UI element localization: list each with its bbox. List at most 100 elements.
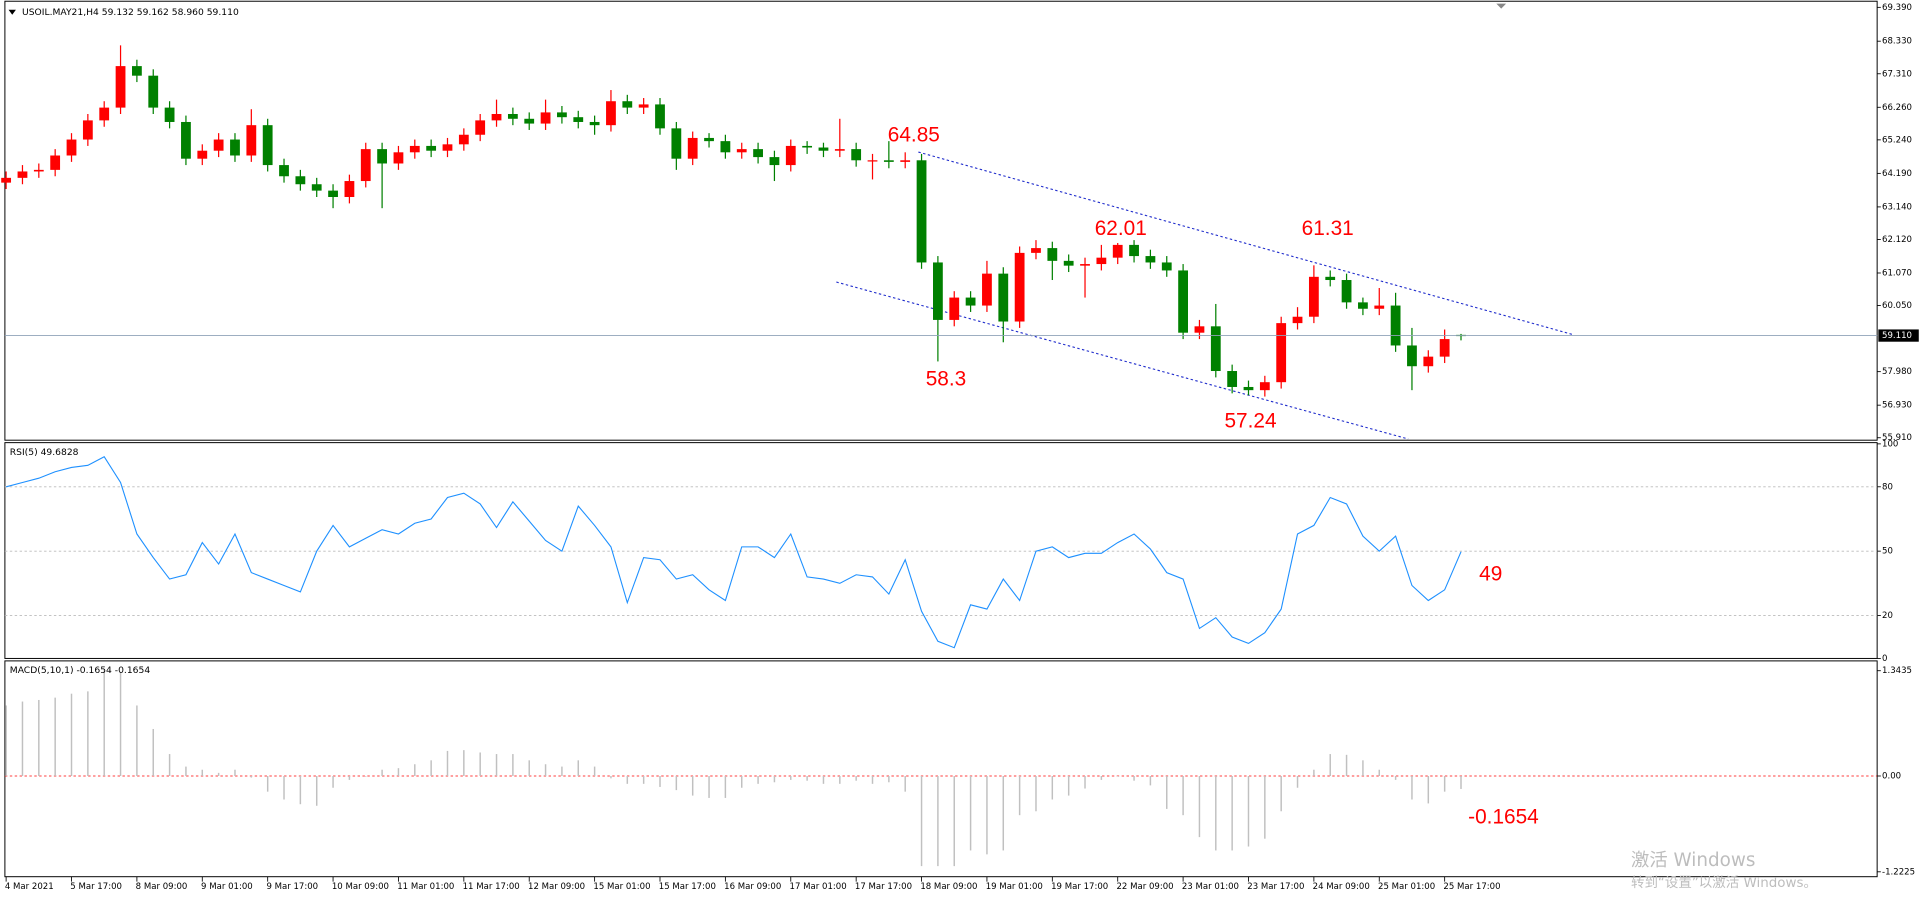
histogram-bar (87, 691, 89, 776)
x-tick-label: 18 Mar 09:00 (920, 882, 977, 892)
candle-body (704, 137, 714, 142)
histogram-bar (1051, 775, 1054, 800)
candle-body (769, 157, 780, 166)
candle-body (1194, 326, 1205, 333)
histogram-bar (1084, 775, 1086, 789)
histogram-bar (1215, 775, 1217, 851)
histogram-bar (315, 775, 318, 806)
histogram-bar (397, 768, 400, 776)
histogram-bar (724, 775, 727, 798)
y-tick-label: 67.310 (1882, 69, 1912, 79)
candle-body (295, 176, 306, 185)
histogram-bar (1067, 775, 1070, 796)
candle-body (998, 273, 1009, 322)
candle-body (1374, 305, 1385, 309)
y-tick-label: 1.3435 (1882, 666, 1912, 676)
candle-body (720, 141, 731, 153)
candle-body (687, 137, 698, 159)
histogram-bar (1378, 769, 1380, 776)
histogram-bar (1329, 754, 1331, 776)
candle-body (638, 104, 649, 108)
x-tick-label: 16 Mar 09:00 (724, 882, 781, 892)
y-tick-label: 69.390 (1882, 3, 1912, 13)
x-tick-label: 22 Mar 09:00 (1116, 882, 1173, 892)
histogram-bar (168, 754, 171, 776)
histogram-bar (642, 775, 645, 784)
histogram-bar (38, 699, 40, 776)
x-tick-label: 11 Mar 01:00 (397, 882, 454, 892)
histogram-bar (185, 766, 187, 776)
y-tick-label: 68.330 (1882, 37, 1912, 47)
histogram-bar (365, 775, 367, 777)
x-tick-label: 23 Mar 17:00 (1247, 882, 1304, 892)
histogram-bar (1264, 775, 1266, 839)
histogram-bar (1133, 775, 1135, 781)
candle-body (949, 297, 960, 320)
histogram-bar (1198, 775, 1201, 838)
histogram-bar (1035, 775, 1037, 812)
annotation: -0.1654 (1468, 805, 1539, 828)
y-tick-label: 20 (1882, 611, 1893, 621)
histogram-bar (986, 775, 988, 855)
candle-body (197, 150, 208, 159)
histogram-bar (1313, 769, 1315, 776)
candle-body (557, 112, 567, 118)
candle-body (1145, 256, 1156, 263)
histogram-bar (266, 775, 269, 792)
histogram-bar (332, 775, 334, 788)
candle-body (851, 149, 862, 161)
annotation: 61.31 (1302, 217, 1354, 240)
x-tick-label: 17 Mar 01:00 (790, 882, 847, 892)
histogram-bar (1100, 775, 1103, 780)
layer: 69.390 68.330 67.310 66.260 65.240 64.190 63.1… (1, 3, 1919, 892)
x-tick-label: 19 Mar 01:00 (986, 882, 1043, 892)
candle-body (1129, 244, 1139, 257)
candle-body (671, 128, 682, 159)
candle-body (965, 297, 976, 306)
y-tick-label: 100 (1882, 439, 1898, 449)
histogram-bar (920, 775, 923, 867)
y-tick-label: 65.240 (1882, 135, 1912, 145)
histogram-bar (561, 766, 563, 776)
x-tick-label: 23 Mar 01:00 (1182, 882, 1239, 892)
current-price-tag (1878, 329, 1919, 342)
candle-body (524, 118, 535, 124)
histogram-bar (70, 693, 73, 776)
histogram-bar (888, 775, 890, 783)
candle-body (213, 139, 224, 151)
candle-body (475, 120, 486, 135)
candle-body (344, 181, 355, 198)
candle-body (1031, 248, 1041, 253)
annotation: 57.24 (1224, 409, 1276, 432)
candle-body (1112, 244, 1123, 258)
candle-body (818, 147, 829, 151)
candle-body (1358, 302, 1368, 309)
candle-body (1308, 276, 1319, 317)
shift-marker (1496, 3, 1507, 9)
histogram-bar (659, 775, 661, 787)
candle-body (148, 75, 159, 108)
macd-panel (4, 660, 1878, 878)
histogram-bar (234, 769, 236, 776)
histogram-bar (152, 728, 154, 776)
y-tick-label: 66.260 (1882, 103, 1912, 113)
candle-body (33, 169, 44, 172)
histogram-bar (626, 775, 629, 784)
y-tick-label: 63.140 (1882, 202, 1912, 212)
candle-body (736, 149, 747, 153)
candle-body (867, 160, 878, 162)
candle-body (606, 101, 616, 126)
candle-body (328, 190, 338, 198)
y-tick-label: 80 (1882, 482, 1893, 492)
histogram-bar (119, 671, 122, 776)
histogram-bar (593, 766, 596, 776)
histogram-bar (904, 775, 906, 792)
candle-body (1063, 260, 1074, 266)
annotation: 64.85 (888, 124, 940, 147)
candle-body (1292, 316, 1303, 324)
histogram-bar (610, 775, 612, 779)
candle-body (50, 155, 61, 170)
candle-body (164, 107, 175, 122)
